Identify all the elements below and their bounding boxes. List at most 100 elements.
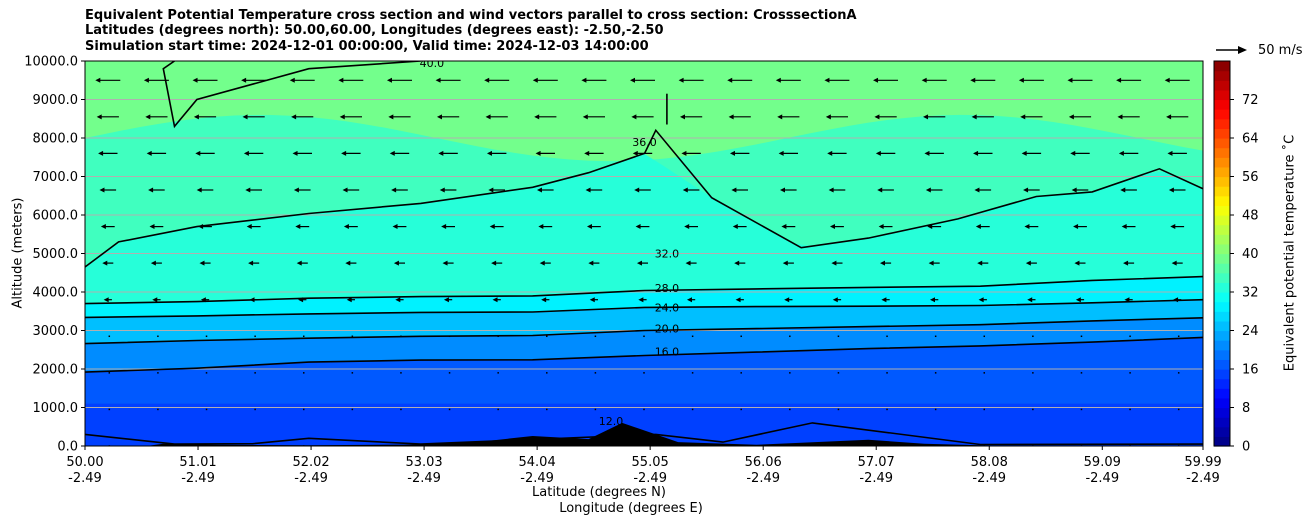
wind-vector — [837, 408, 840, 411]
colorbar-level — [1214, 99, 1230, 110]
wind-vector — [643, 372, 645, 374]
wind-vector — [205, 408, 208, 411]
x-tick-label: 56.06 — [745, 455, 782, 470]
wind-vector — [1171, 260, 1183, 266]
wind-vector — [351, 372, 354, 374]
chart-title-line-2: Latitudes (degrees north): 50.00,60.00, … — [85, 23, 664, 38]
wind-vector — [343, 224, 358, 230]
wind-vector — [1170, 224, 1185, 230]
wind-vector — [594, 372, 597, 374]
x-tick-label-2: -2.49 — [859, 471, 893, 486]
contour-label-12.0: 12.0 — [599, 415, 624, 428]
x-tick-label: 53.03 — [405, 455, 442, 470]
colorbar-level — [1214, 234, 1230, 245]
x-tick-label: 51.01 — [179, 455, 216, 470]
wind-vector — [489, 224, 504, 230]
wind-vector — [728, 114, 751, 120]
wind-vector — [1074, 260, 1086, 266]
wind-vector — [1024, 224, 1039, 230]
wind-vector — [438, 150, 458, 156]
wind-vector — [886, 372, 888, 374]
colorbar-tick-label: 40 — [1242, 247, 1259, 262]
wind-vector — [1168, 187, 1186, 193]
wind-vector — [393, 260, 405, 266]
x-tick-label-2: -2.49 — [181, 471, 215, 486]
wind-vector — [486, 150, 507, 156]
x-tick-label: 58.08 — [971, 455, 1008, 470]
wind-vector — [978, 297, 987, 303]
colorbar-level — [1214, 417, 1230, 428]
x-tick-label-2: -2.49 — [633, 471, 667, 486]
colorbar-level — [1214, 292, 1230, 303]
wind-vector — [925, 187, 943, 193]
x-tick-label: 57.07 — [858, 455, 895, 470]
wind-vector — [292, 150, 312, 156]
wind-vector — [436, 114, 460, 120]
wind-vector — [830, 224, 844, 230]
x-tick-label: 55.05 — [632, 455, 669, 470]
wind-vector — [1124, 297, 1133, 303]
wind-vector — [977, 260, 989, 266]
wind-vector — [245, 187, 262, 193]
colorbar-level — [1214, 301, 1230, 312]
y-tick-label: 8000.0 — [33, 132, 79, 147]
wind-vector — [735, 297, 744, 303]
wind-vector — [108, 372, 111, 374]
wind-vector — [827, 150, 847, 156]
wind-vector — [1068, 114, 1092, 120]
y-tick-label: 0.0 — [57, 440, 78, 455]
wind-vector — [241, 77, 267, 83]
colorbar-level — [1214, 388, 1230, 399]
wind-vector — [975, 224, 990, 230]
wind-vector — [536, 187, 554, 193]
wind-vector — [108, 408, 111, 411]
colorbar-tick-label: 8 — [1242, 401, 1250, 416]
wind-vector — [157, 408, 159, 411]
wind-vector — [1027, 297, 1036, 303]
wind-vector — [680, 114, 703, 120]
wind-vector — [983, 372, 986, 374]
wind-vector — [145, 114, 168, 120]
wind-vector — [193, 114, 217, 120]
colorbar-level — [1214, 128, 1230, 139]
wind-vector — [877, 187, 894, 193]
colorbar-level — [1214, 311, 1230, 322]
wind-vector — [837, 335, 840, 338]
wind-vector — [921, 77, 947, 83]
wind-vector — [778, 150, 798, 156]
wind-vector — [192, 77, 218, 83]
x-axis-label-2: Longitude (degrees E) — [559, 501, 703, 516]
wind-vector — [1080, 408, 1083, 411]
wind-vector — [1120, 187, 1137, 193]
wind-vector — [685, 260, 697, 266]
wind-vector — [832, 297, 842, 303]
wind-vector — [546, 408, 548, 411]
x-tick-label-2: -2.49 — [68, 471, 102, 486]
colorbar-level — [1214, 253, 1230, 264]
wind-vector — [546, 372, 548, 374]
wind-vector — [100, 224, 115, 230]
wind-vector — [634, 187, 651, 193]
wind-vector — [678, 77, 704, 83]
wind-vector — [157, 372, 159, 374]
wind-vector — [149, 224, 164, 230]
wind-vector — [594, 335, 597, 338]
wind-vector — [928, 260, 940, 266]
wind-vector — [1164, 77, 1190, 83]
wind-vector — [296, 260, 308, 266]
wind-vector — [1116, 77, 1142, 83]
wind-vector — [775, 77, 801, 83]
wind-vector — [497, 372, 499, 374]
wind-vector — [448, 372, 451, 374]
wind-vector — [448, 408, 451, 411]
contour-line-40.0 — [162, 61, 421, 129]
wind-vector — [691, 408, 694, 411]
wind-vector — [740, 372, 742, 374]
colorbar-level — [1214, 70, 1230, 81]
wind-vector — [351, 408, 354, 411]
colorbar-tick-label: 24 — [1242, 324, 1259, 339]
wind-vector — [1121, 224, 1136, 230]
wind-vector — [150, 260, 162, 266]
wind-vector — [341, 150, 361, 156]
wind-vector — [538, 224, 553, 230]
